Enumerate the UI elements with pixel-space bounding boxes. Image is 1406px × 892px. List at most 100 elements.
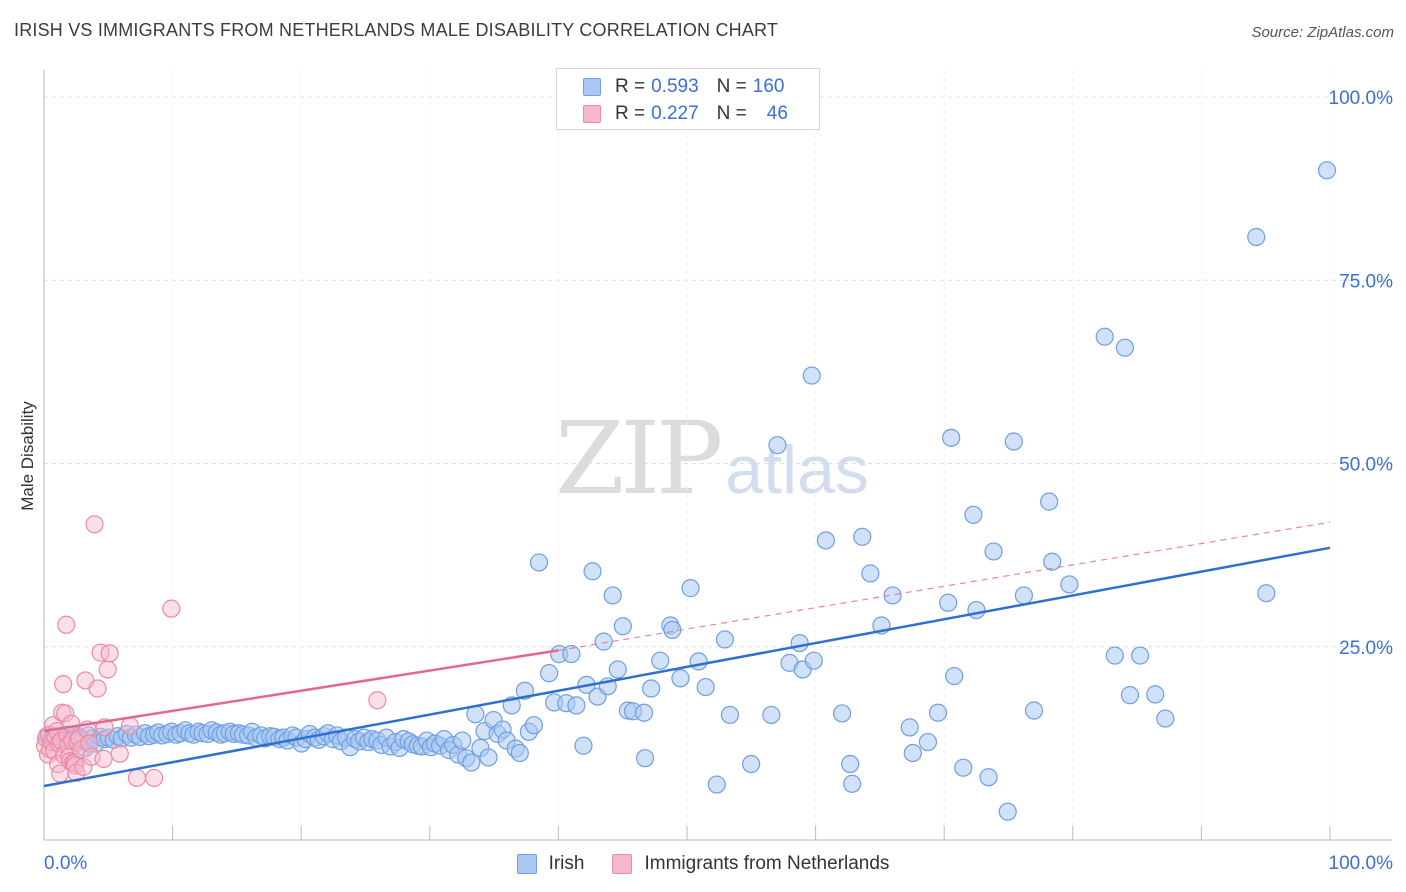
irish-point bbox=[1014, 586, 1034, 605]
netherlands-point bbox=[110, 744, 129, 763]
irish-point bbox=[510, 743, 529, 763]
irish-point bbox=[1146, 685, 1165, 704]
irish-point bbox=[574, 736, 593, 755]
netherlands-point bbox=[368, 691, 387, 710]
netherlands-point bbox=[100, 644, 119, 663]
irish-point bbox=[1317, 161, 1337, 180]
irish-point bbox=[529, 553, 549, 572]
netherlands-point bbox=[80, 734, 99, 753]
watermark-zip: ZIP bbox=[555, 400, 723, 517]
irish-point bbox=[1060, 575, 1079, 594]
irish-point bbox=[939, 593, 958, 612]
netherlands-point bbox=[91, 643, 110, 662]
irish-point bbox=[967, 600, 986, 620]
netherlands-point bbox=[64, 753, 83, 772]
irish-point bbox=[671, 669, 690, 688]
irish-point bbox=[979, 768, 998, 787]
irish-point bbox=[1115, 338, 1135, 357]
irish-point bbox=[696, 677, 715, 697]
irish-point bbox=[613, 617, 632, 636]
irish-trend-line bbox=[43, 546, 1331, 788]
legend-item-netherlands: Immigrants from Netherlands bbox=[612, 853, 889, 875]
irish-point bbox=[689, 652, 708, 671]
irish-point bbox=[942, 428, 961, 447]
series-legend: Irish Immigrants from Netherlands bbox=[0, 852, 1406, 876]
irish-point bbox=[642, 679, 661, 698]
irish-point bbox=[1040, 492, 1059, 511]
x-tick-label: 100.0% bbox=[1329, 853, 1394, 874]
legend-item-irish: Irish bbox=[516, 853, 585, 875]
netherlands-point bbox=[56, 704, 75, 723]
y-tick-label: 25.0% bbox=[1339, 638, 1393, 659]
netherlands-point bbox=[162, 599, 181, 618]
irish-point bbox=[841, 754, 860, 774]
irish-point bbox=[1105, 646, 1124, 665]
irish-point bbox=[790, 633, 809, 653]
x-tick-label: 0.0% bbox=[44, 853, 87, 874]
irish-point bbox=[567, 696, 586, 715]
irish-point bbox=[903, 743, 922, 763]
irish-point bbox=[1257, 584, 1276, 603]
irish-point bbox=[603, 586, 622, 605]
irish-point bbox=[562, 644, 581, 664]
irish-point bbox=[681, 579, 700, 598]
legend-row-netherlands: R = 0.227 N = 46 bbox=[583, 102, 788, 126]
irish-point bbox=[762, 705, 781, 725]
chart-title: IRISH VS IMMIGRANTS FROM NETHERLANDS MAL… bbox=[14, 20, 779, 40]
netherlands-r-label: R = bbox=[615, 103, 646, 124]
irish-point bbox=[843, 774, 862, 793]
y-tick-label: 75.0% bbox=[1339, 271, 1393, 292]
irish-swatch bbox=[583, 78, 601, 96]
netherlands-point bbox=[145, 768, 164, 788]
irish-point bbox=[900, 718, 919, 737]
y-tick-label: 100.0% bbox=[1329, 88, 1394, 109]
irish-r-value: 0.593 bbox=[651, 76, 699, 97]
netherlands-trend-extension bbox=[558, 521, 1331, 652]
netherlands-point bbox=[54, 675, 73, 694]
irish-point bbox=[918, 732, 938, 752]
irish-point bbox=[964, 505, 983, 524]
irish-point bbox=[453, 731, 472, 750]
irish-point bbox=[768, 436, 787, 455]
legend-irish-label: Irish bbox=[548, 853, 585, 874]
netherlands-trend-line bbox=[43, 649, 559, 733]
netherlands-point bbox=[67, 763, 86, 782]
irish-point bbox=[1004, 432, 1023, 451]
irish-point bbox=[804, 651, 823, 670]
irish-point bbox=[853, 527, 872, 546]
irish-point bbox=[861, 564, 880, 583]
irish-point bbox=[635, 749, 655, 768]
irish-point bbox=[802, 366, 821, 385]
legend-row-irish: R = 0.593 N = 160 bbox=[583, 75, 784, 99]
irish-point bbox=[540, 664, 559, 683]
irish-point bbox=[608, 660, 627, 679]
netherlands-point bbox=[57, 615, 76, 634]
irish-point bbox=[715, 630, 734, 649]
irish-point bbox=[462, 753, 481, 772]
netherlands-n-label: N = bbox=[716, 103, 747, 124]
irish-point bbox=[954, 758, 973, 777]
correlation-legend: R = 0.593 N = 160 R = 0.227 N = 46 bbox=[556, 68, 820, 130]
irish-r-label: R = bbox=[615, 76, 646, 97]
irish-point bbox=[984, 542, 1003, 561]
irish-point bbox=[945, 666, 964, 686]
irish-point bbox=[1120, 686, 1140, 705]
irish-point bbox=[1043, 552, 1062, 571]
irish-point bbox=[1095, 327, 1114, 346]
legend-netherlands-swatch bbox=[612, 854, 633, 874]
netherlands-swatch bbox=[583, 105, 601, 123]
irish-point bbox=[1130, 646, 1150, 665]
netherlands-point bbox=[85, 515, 104, 534]
legend-netherlands-label: Immigrants from Netherlands bbox=[644, 853, 890, 874]
irish-point bbox=[1156, 709, 1175, 728]
irish-n-label: N = bbox=[716, 76, 747, 97]
irish-point bbox=[651, 651, 670, 670]
irish-point bbox=[479, 748, 498, 767]
watermark-atlas: atlas bbox=[725, 432, 869, 508]
irish-point bbox=[1024, 701, 1044, 720]
irish-point bbox=[742, 754, 761, 774]
netherlands-point bbox=[88, 679, 107, 698]
irish-point bbox=[1247, 227, 1266, 247]
irish-point bbox=[524, 716, 544, 735]
